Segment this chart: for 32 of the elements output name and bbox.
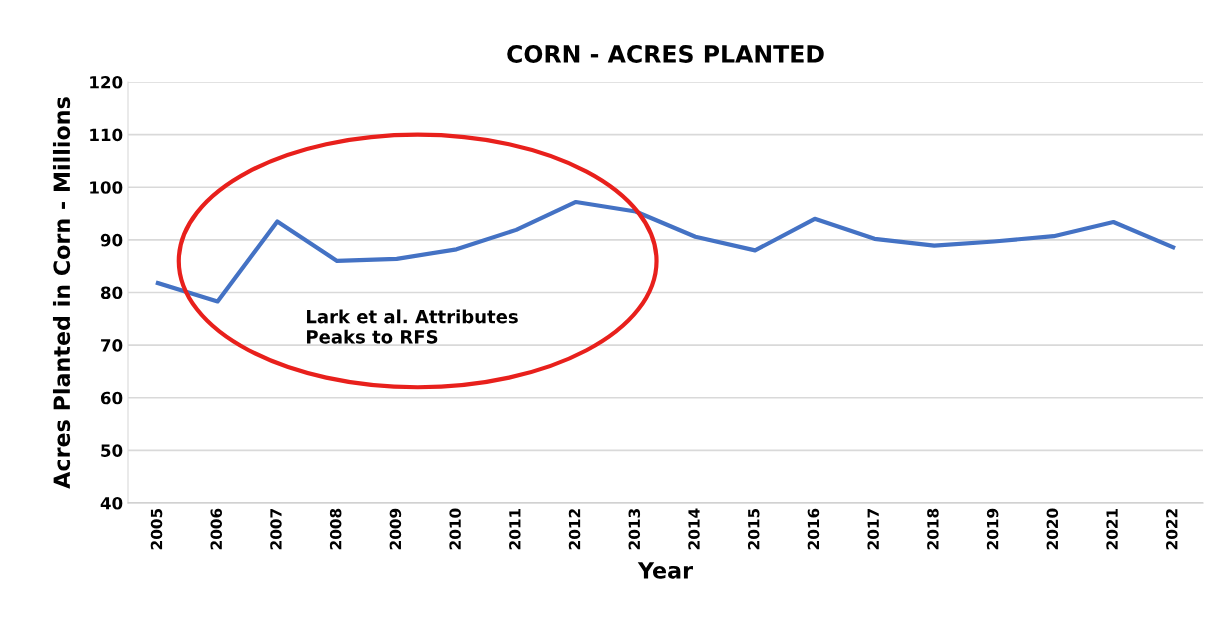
y-tick-label: 120	[90, 75, 123, 89]
x-tick-label: 2013	[628, 509, 641, 550]
y-tick-label: 70	[101, 339, 123, 352]
y-tick-label: 80	[100, 286, 123, 300]
x-tick-label: 2019	[986, 508, 999, 550]
chart-title: CORN - ACRES PLANTED	[507, 45, 824, 63]
y-tick-label: 100	[90, 181, 123, 194]
y-tick-label: 40	[100, 496, 123, 510]
x-tick-label: 2017	[867, 509, 879, 550]
y-tick-label: 60	[100, 391, 123, 405]
x-tick-label: 2012	[568, 509, 581, 550]
x-tick-label: 2006	[210, 508, 223, 550]
x-tick-label: 2016	[807, 508, 820, 550]
x-tick-label: 2011	[509, 508, 521, 550]
y-axis-title: Acres Planted in Corn - Millions	[52, 97, 71, 489]
x-tick-label: 2007	[270, 509, 282, 550]
x-axis-title: Year	[637, 562, 693, 579]
annotation: Lark et al. Attributes Peaks to RFS	[307, 309, 518, 344]
x-tick-label: 2020	[1046, 508, 1059, 550]
x-tick-label: 2010	[449, 508, 461, 550]
y-tick-label: 110	[90, 128, 123, 142]
x-tick-label: 2018	[927, 508, 939, 550]
x-tick-label: 2009	[389, 508, 402, 550]
y-tick-label: 50	[101, 444, 123, 457]
x-tick-label: 2008	[329, 508, 342, 550]
y-tick-label: 90	[100, 233, 123, 247]
x-tick-label: 2022	[1166, 509, 1178, 550]
line-series	[155, 199, 1176, 304]
x-tick-label: 2021	[1106, 508, 1118, 550]
x-tick-label: 2015	[747, 508, 760, 550]
x-tick-label: 2005	[150, 508, 163, 550]
x-tick-label: 2014	[688, 508, 700, 550]
